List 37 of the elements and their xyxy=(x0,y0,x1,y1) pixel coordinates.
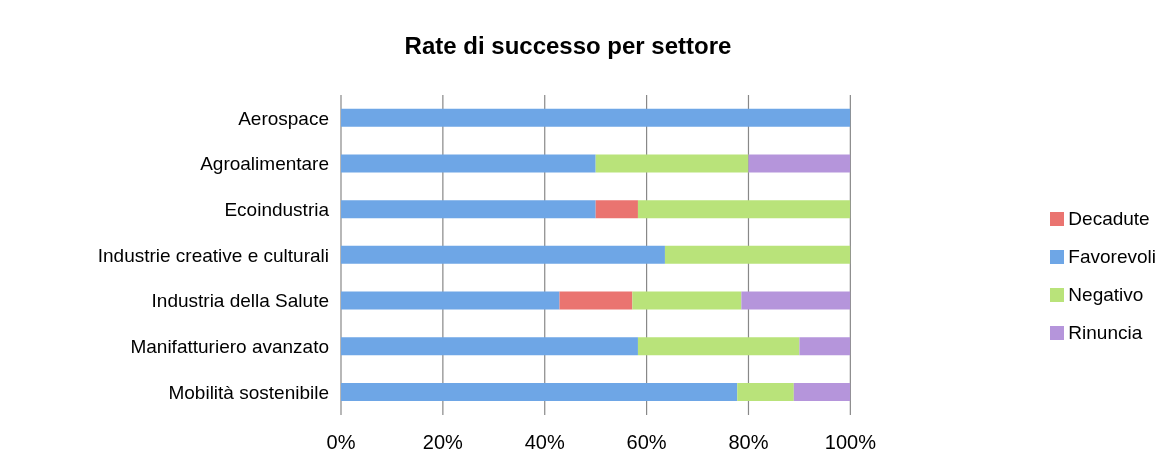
y-tick-label: Mobilità sostenibile xyxy=(168,381,329,403)
bar xyxy=(637,200,851,219)
bar xyxy=(341,200,596,219)
bar xyxy=(632,291,742,310)
bar xyxy=(341,337,638,356)
bar xyxy=(637,337,800,356)
legend-label: Rinuncia xyxy=(1068,321,1143,343)
bar xyxy=(559,291,633,310)
y-tick-label: Manifatturiero avanzato xyxy=(130,336,329,358)
chart-title: Rate di successo per settore xyxy=(403,30,733,61)
bar xyxy=(664,245,851,264)
x-tick-label: 60% xyxy=(626,431,667,454)
x-tick-label: 0% xyxy=(326,431,356,454)
x-tick-label: 20% xyxy=(422,431,464,454)
bar xyxy=(341,154,596,173)
bar xyxy=(595,200,638,219)
y-tick-label: Industria della Salute xyxy=(151,290,329,312)
y-tick-label: Industrie creative e culturali xyxy=(97,244,329,266)
bar xyxy=(341,108,851,127)
y-tick-label: Aerospace xyxy=(238,107,329,129)
bar xyxy=(341,383,738,401)
legend-label: Negativo xyxy=(1068,283,1144,305)
bar xyxy=(799,337,851,356)
x-tick-label: 100% xyxy=(824,431,877,454)
bar xyxy=(748,154,851,173)
bar xyxy=(737,383,794,401)
bar xyxy=(741,291,851,310)
x-tick-label: 40% xyxy=(524,431,565,454)
legend-label: Decadute xyxy=(1068,207,1150,229)
y-tick-label: Agroalimentare xyxy=(200,153,329,175)
bar xyxy=(341,245,665,264)
bar xyxy=(341,291,560,310)
bar xyxy=(595,154,749,173)
x-tick-label: 80% xyxy=(728,431,769,454)
legend-label: Favorevoli xyxy=(1068,245,1156,267)
bar xyxy=(793,383,851,401)
y-tick-label: Ecoindustria xyxy=(224,199,330,221)
